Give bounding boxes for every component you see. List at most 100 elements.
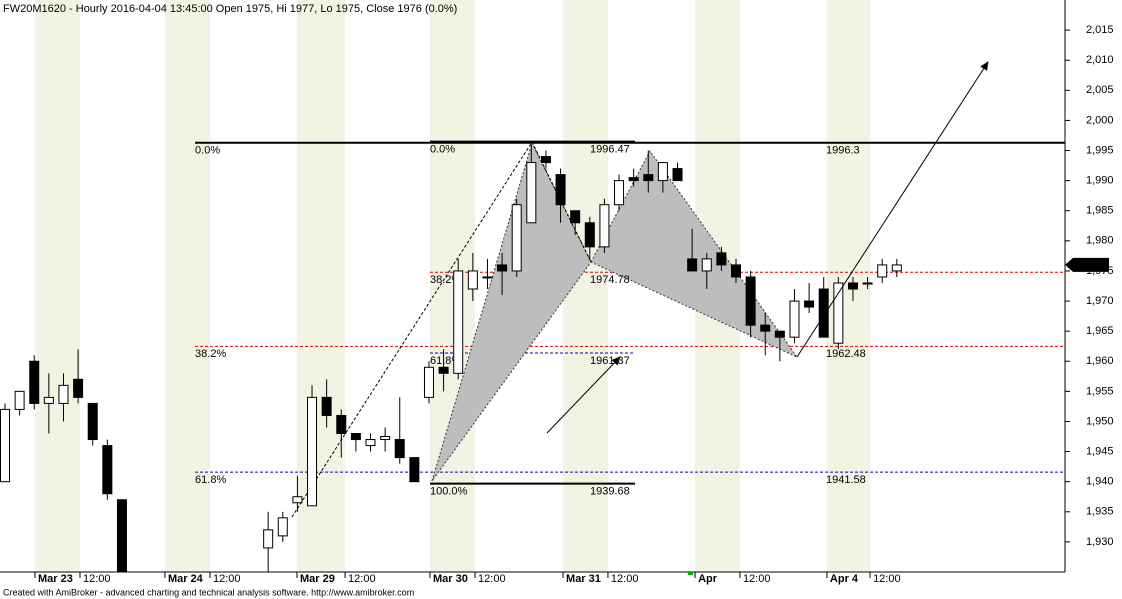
candle-body: [877, 264, 888, 278]
x-tick-label: 12:00: [348, 573, 376, 585]
y-tick-label: 1,930: [1086, 536, 1114, 548]
candle-body: [497, 264, 508, 272]
fib-price: 1974.78: [590, 274, 630, 286]
candle-body: [657, 162, 668, 182]
x-tick-label: 12:00: [83, 573, 111, 585]
candle-body: [833, 282, 844, 344]
y-tick-label: 1,940: [1086, 476, 1114, 488]
candle-body: [423, 366, 434, 398]
x-tick-label: Apr 4: [830, 573, 859, 585]
fib-label: 38.2%: [195, 348, 226, 360]
y-tick-label: 1,935: [1086, 506, 1114, 518]
fib-label: 0.0%: [195, 145, 220, 157]
candle-body: [102, 445, 113, 495]
candle-body: [29, 360, 40, 404]
fib-price: 1962.48: [826, 348, 866, 360]
fib-label: 61.8%: [195, 474, 226, 486]
fib-label: 100.0%: [430, 486, 468, 498]
candle-body: [672, 168, 683, 182]
candle-body: [862, 282, 873, 285]
x-tick-label: Mar 29: [300, 573, 335, 585]
candle-body: [818, 288, 829, 338]
x-tick-label: 12:00: [478, 573, 506, 585]
candle-body: [643, 174, 654, 182]
fib-price: 1996.3: [826, 145, 860, 157]
fib-price: 1939.68: [590, 486, 630, 498]
candle-body: [365, 439, 376, 447]
candle-body: [540, 156, 551, 164]
candle-body: [116, 499, 127, 572]
y-tick-label: 2,015: [1086, 24, 1114, 36]
candle-body: [745, 276, 756, 326]
candle-body: [687, 258, 698, 272]
candle-body: [482, 276, 493, 279]
y-tick-label: 1,945: [1086, 445, 1114, 457]
y-tick-label: 2,005: [1086, 84, 1114, 96]
session-band: [164, 0, 210, 572]
fib-price: 1941.58: [826, 474, 866, 486]
last-price-badge: [1065, 257, 1109, 272]
fib-price: 1961.37: [590, 355, 630, 367]
y-tick-label: 1,965: [1086, 325, 1114, 337]
x-tick-label: Mar 24: [168, 573, 204, 585]
y-tick-label: 1,980: [1086, 235, 1114, 247]
candle-body: [774, 330, 785, 338]
y-tick-label: 2,010: [1086, 54, 1114, 66]
pattern-guide: [291, 141, 533, 518]
session-layer: [34, 0, 1065, 572]
candle-body: [760, 324, 771, 332]
candle-body: [891, 264, 902, 272]
candle-body: [58, 384, 69, 404]
candle-body: [716, 252, 727, 266]
footer: Created with AmiBroker - advanced charti…: [3, 587, 414, 597]
x-tick-label: 12:00: [873, 573, 901, 585]
y-tick-label: 1,990: [1086, 175, 1114, 187]
candle-body: [73, 378, 84, 398]
candle-body: [380, 436, 391, 441]
candle-body: [584, 222, 595, 248]
fib-price: 1996.47: [590, 144, 630, 156]
x-tick-label: Apr: [698, 573, 718, 585]
candle-body: [701, 258, 712, 272]
y-tick-label: 1,955: [1086, 385, 1114, 397]
marker: [688, 572, 693, 575]
candle-body: [14, 390, 25, 410]
candle-body: [409, 457, 420, 483]
y-tick-label: 1,995: [1086, 144, 1114, 156]
candle-body: [321, 396, 332, 416]
candle-body: [555, 174, 566, 206]
candle-body: [599, 204, 610, 248]
y-tick-label: 1,970: [1086, 295, 1114, 307]
x-tick-label: 12:00: [743, 573, 771, 585]
candle-body: [847, 282, 858, 290]
arrow: [546, 356, 621, 434]
price-layer: 0.0% 1996.3 38.2% 1962.48 61.8% 1941.58 0.0% 19…: [0, 144, 902, 572]
y-tick-label: 1,960: [1086, 355, 1114, 367]
candle-body: [467, 270, 478, 290]
x-tick-label: Mar 30: [433, 573, 468, 585]
candle-body: [277, 517, 288, 537]
y-tick-label: 1,985: [1086, 205, 1114, 217]
candle-body: [438, 366, 449, 374]
candle-body: [789, 300, 800, 338]
axes: 1,930 1,935 1,940 1,945 1,950 1,955 1,960 1,965…: [0, 0, 1114, 585]
last-price-label: 1,976: [1075, 259, 1103, 271]
x-tick-label: 12:00: [213, 573, 241, 585]
candle-body: [0, 408, 10, 483]
y-tick-label: 2,000: [1086, 114, 1114, 126]
candle-body: [292, 496, 303, 504]
chart-title: FW20M1620 - Hourly 2016-04-04 13:45:00 O…: [3, 3, 457, 15]
arrow: [796, 61, 989, 358]
session-band: [34, 0, 81, 572]
candle-body: [731, 264, 741, 278]
session-band: [296, 0, 346, 572]
x-tick-label: Mar 23: [38, 573, 73, 585]
candle-body: [614, 180, 625, 206]
candle-body: [628, 177, 639, 182]
candle-body: [526, 162, 537, 224]
candle-body: [43, 396, 54, 404]
session-band: [430, 0, 476, 572]
candle-body: [307, 396, 318, 507]
